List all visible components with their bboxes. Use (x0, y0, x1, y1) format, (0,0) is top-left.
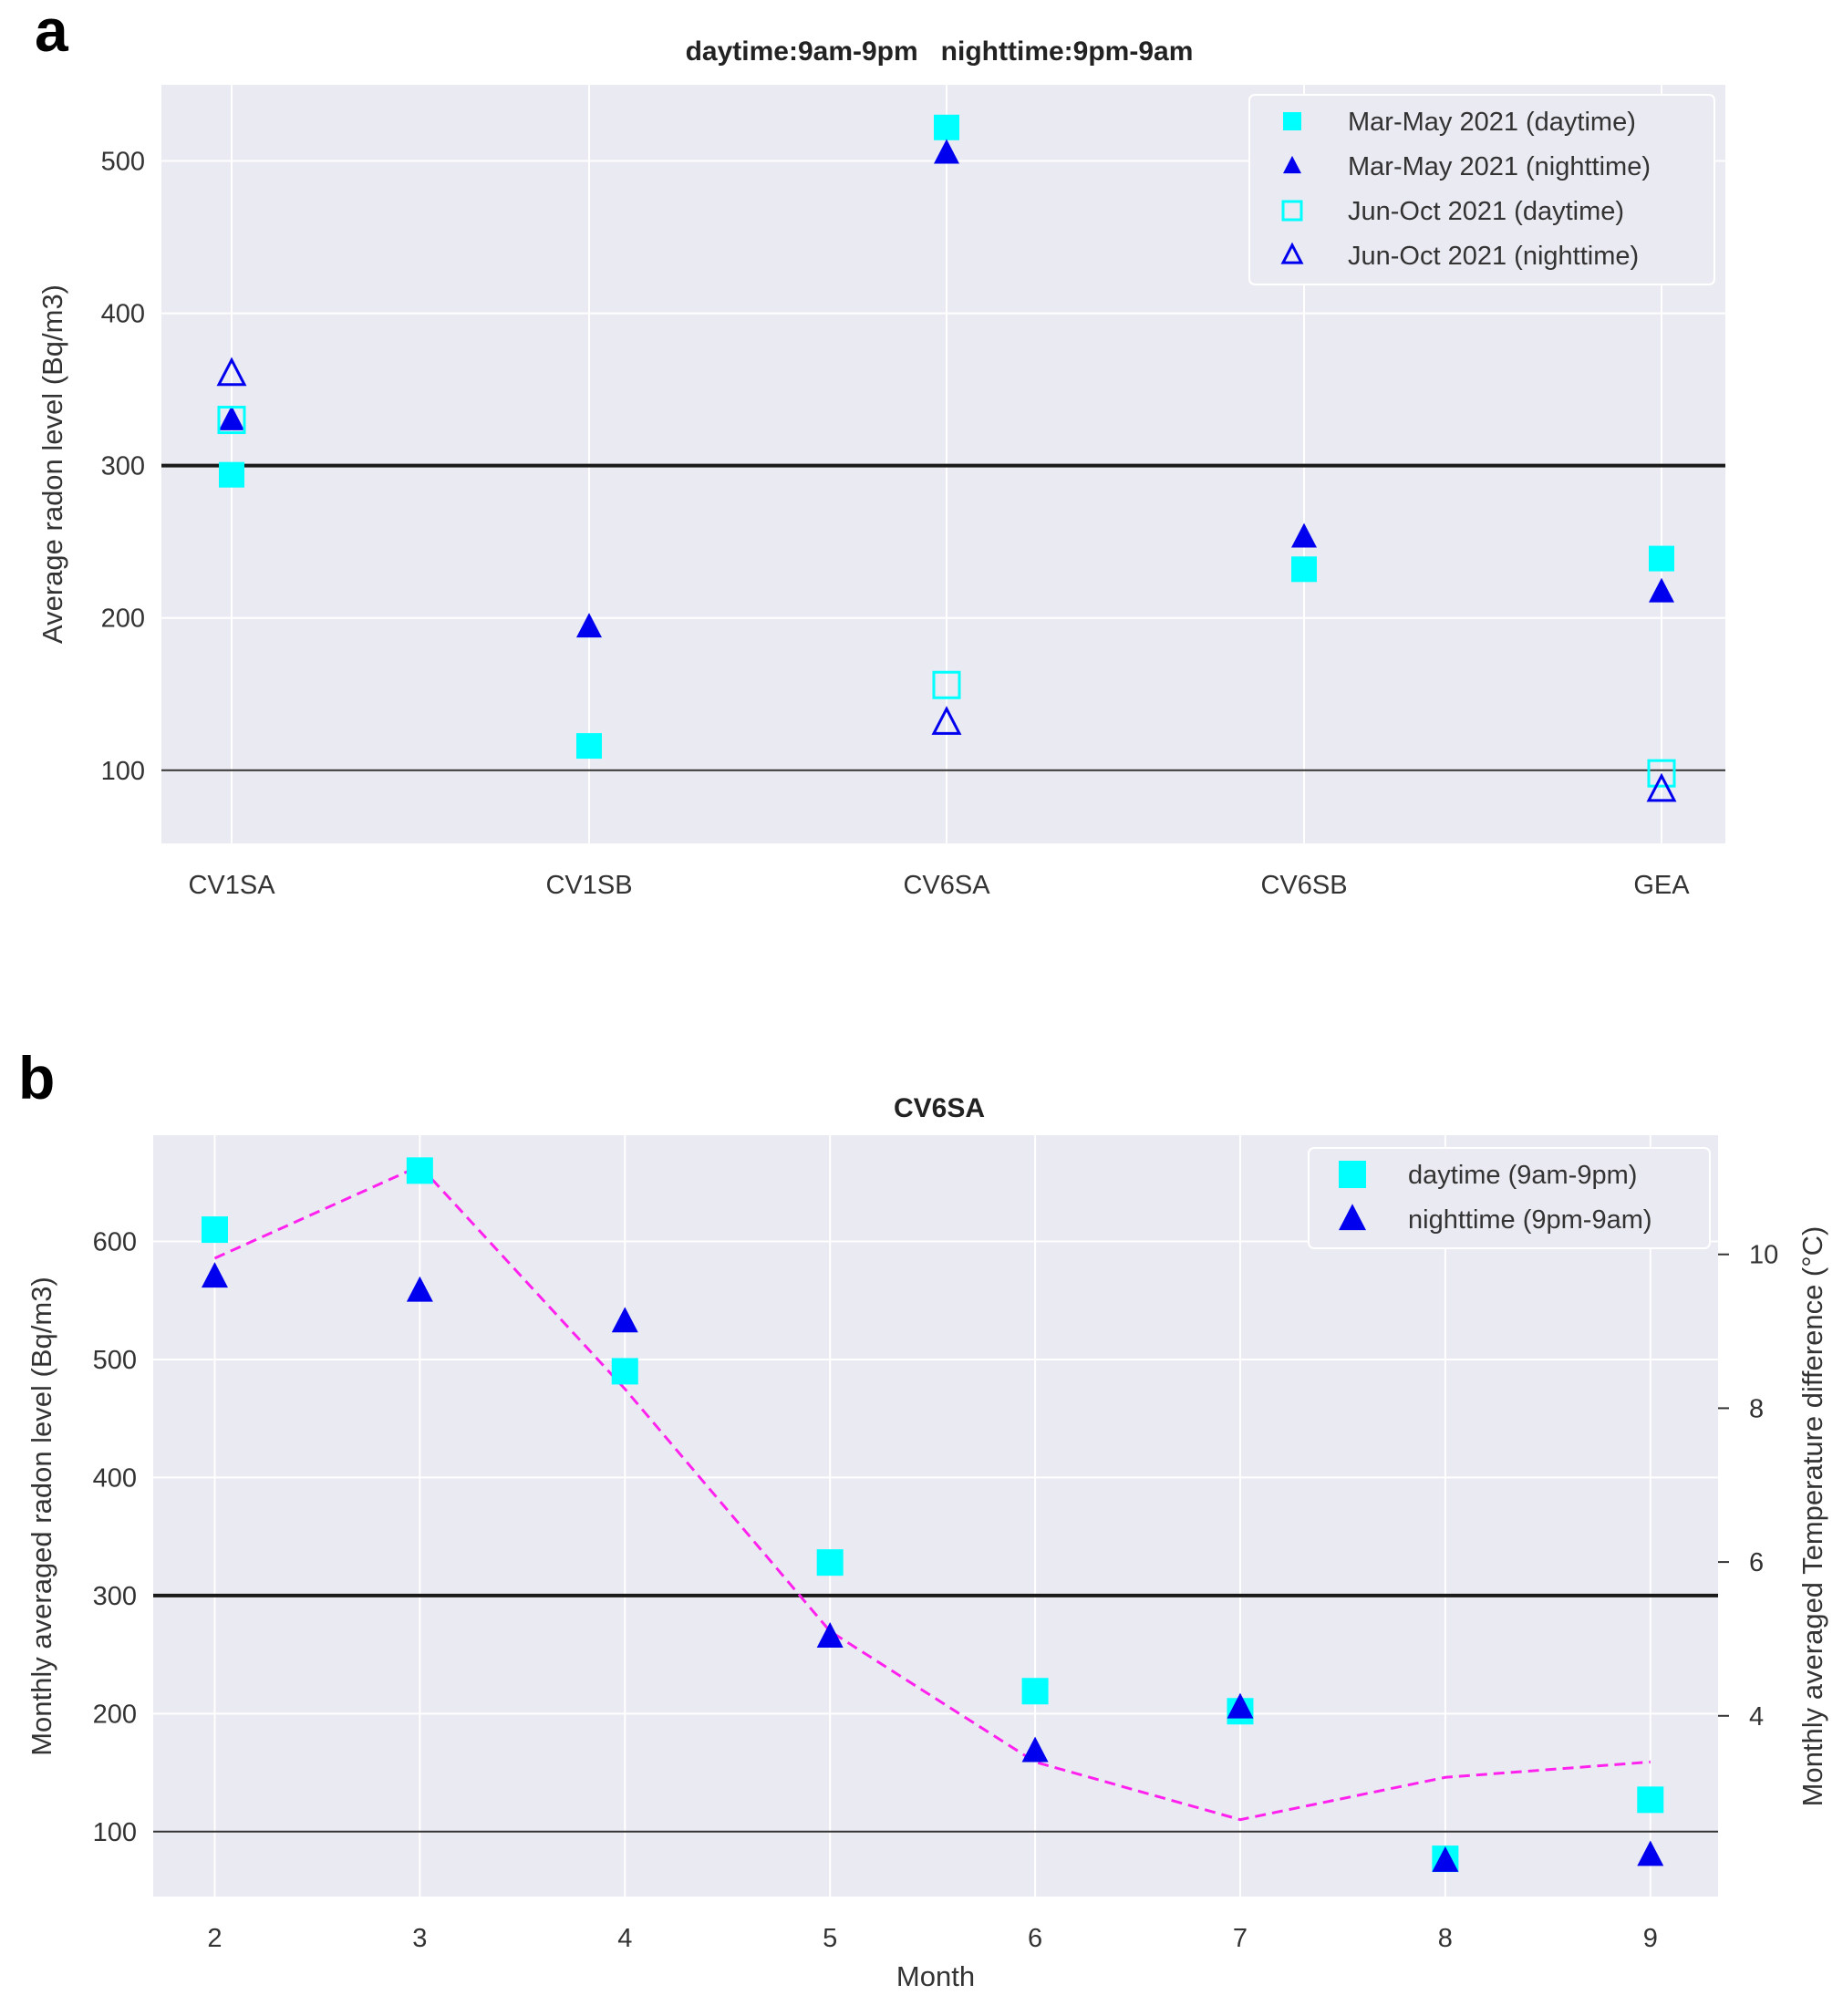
marker-daytime-9am-9pm-month-3 (406, 1157, 433, 1184)
right-y-tick-label-10: 10 (1749, 1241, 1778, 1270)
marker-jun-oct-2021-nighttime-cv6sa (931, 706, 962, 735)
legend-label-jun-oct-2021-daytime: Jun-Oct 2021 (daytime) (1348, 197, 1624, 226)
legend-label-mar-may-2021-nighttime: Mar-May 2021 (nighttime) (1348, 152, 1651, 181)
marker-mar-may-2021-daytime-cv1sb (576, 733, 602, 760)
marker-mar-may-2021-nighttime-gea (1649, 577, 1674, 603)
y-tick-label-300: 300 (101, 452, 145, 481)
panel-a-legend: Mar-May 2021 (daytime) Mar-May 2021 (nigh… (1248, 94, 1715, 285)
x-tick-label-6: 6 (1028, 1924, 1042, 1953)
panel-b-right-y-ticks: 4 6 8 10 (1718, 1241, 1778, 1732)
panel-a-letter: a (35, 0, 69, 64)
panel-a-y-ticks: 100 200 300 400 500 (101, 148, 145, 786)
y-tick-label-200: 200 (93, 1700, 137, 1729)
y-tick-label-200: 200 (101, 605, 145, 634)
panel-b: b CV6SA 100 200 300 400 500 600 4 6 8 10 2 3 4 5 6 7 8… (18, 1044, 1828, 1992)
x-tick-label-9: 9 (1643, 1924, 1658, 1953)
marker-nighttime-9pm-9am-month-4 (611, 1307, 638, 1333)
marker-mar-may-2021-nighttime-cv1sa (219, 405, 244, 430)
legend-marker-mar-may-2021-nighttime (1283, 155, 1301, 174)
marker-mar-may-2021-nighttime-cv6sa (934, 139, 959, 164)
marker-nighttime-9pm-9am-month-3 (406, 1276, 433, 1302)
marker-mar-may-2021-daytime-cv1sa (219, 461, 244, 488)
right-y-tick-label-8: 8 (1749, 1394, 1764, 1423)
panel-a-reference-lines (161, 463, 1725, 771)
marker-nighttime-9pm-9am-month-6 (1021, 1736, 1049, 1763)
marker-daytime-9am-9pm-month-6 (1021, 1678, 1049, 1705)
panel-b-legend: daytime (9am-9pm) nighttime (9pm-9am) (1308, 1147, 1711, 1249)
panel-b-y-axis-label: Monthly averaged radon level (Bq/m3) (26, 1277, 57, 1756)
right-y-tick-label-4: 4 (1749, 1702, 1764, 1732)
y-tick-label-600: 600 (93, 1228, 137, 1257)
x-tick-label-cv1sb: CV1SB (545, 871, 632, 900)
legend-marker-jun-oct-2021-daytime (1281, 200, 1303, 222)
x-tick-label-cv6sa: CV6SA (903, 871, 990, 900)
marker-jun-oct-2021-nighttime-gea (1646, 772, 1677, 802)
marker-nighttime-9pm-9am-month-9 (1637, 1840, 1664, 1866)
panel-b-y-ticks: 100 200 300 400 500 600 (93, 1228, 137, 1847)
x-tick-label-8: 8 (1438, 1924, 1453, 1953)
legend-label-daytime-9am-9pm: daytime (9am-9pm) (1408, 1161, 1637, 1190)
panel-a-y-axis-label: Average radon level (Bq/m3) (36, 284, 68, 644)
x-tick-label-gea: GEA (1633, 871, 1690, 900)
marker-nighttime-9pm-9am-month-2 (201, 1262, 228, 1288)
marker-daytime-9am-9pm-month-9 (1637, 1786, 1664, 1814)
marker-mar-may-2021-daytime-cv6sb (1291, 556, 1317, 583)
marker-jun-oct-2021-daytime-cv6sa (932, 670, 961, 699)
y-tick-label-500: 500 (101, 148, 145, 177)
y-tick-label-400: 400 (93, 1463, 137, 1493)
temperature-difference-line (213, 1163, 1651, 1822)
panel-b-temperature-line (213, 1163, 1651, 1822)
panel-b-x-axis-label: Month (896, 1960, 975, 1992)
y-tick-label-100: 100 (93, 1818, 137, 1847)
x-tick-label-5: 5 (823, 1924, 837, 1953)
right-y-tick-label-6: 6 (1749, 1548, 1764, 1577)
legend-marker-jun-oct-2021-nighttime (1280, 242, 1304, 264)
panel-a: a daytime:9am-9pm nighttime:9pm-9am 100 2… (35, 0, 1725, 900)
legend-label-mar-may-2021-daytime: Mar-May 2021 (daytime) (1348, 108, 1636, 137)
marker-daytime-9am-9pm-month-5 (816, 1549, 844, 1577)
y-tick-label-400: 400 (101, 300, 145, 329)
panel-a-legend-frame (1248, 94, 1715, 285)
panel-b-markers (201, 1157, 1664, 1873)
marker-daytime-9am-9pm-month-4 (611, 1358, 638, 1385)
panel-b-legend-frame (1308, 1147, 1711, 1249)
marker-nighttime-9pm-9am-month-7 (1227, 1692, 1254, 1719)
panel-a-x-ticks: CV1SA CV1SB CV6SA CV6SB GEA (188, 871, 1690, 900)
legend-marker-mar-may-2021-daytime (1283, 112, 1301, 130)
legend-marker-nighttime-9pm-9am (1339, 1204, 1366, 1231)
marker-jun-oct-2021-daytime-gea (1647, 759, 1676, 788)
marker-mar-may-2021-nighttime-cv6sb (1291, 522, 1317, 548)
panel-a-title: daytime:9am-9pm nighttime:9pm-9am (686, 36, 1194, 67)
marker-jun-oct-2021-nighttime-cv1sa (216, 357, 247, 387)
legend-label-jun-oct-2021-nighttime: Jun-Oct 2021 (nighttime) (1348, 242, 1639, 271)
marker-nighttime-9pm-9am-month-5 (816, 1622, 844, 1648)
legend-marker-daytime-9am-9pm (1339, 1161, 1366, 1188)
marker-mar-may-2021-daytime-gea (1649, 545, 1674, 572)
panel-b-plot-area (153, 1135, 1718, 1897)
y-tick-label-100: 100 (101, 757, 145, 786)
panel-b-letter: b (18, 1044, 55, 1111)
x-tick-label-cv1sa: CV1SA (188, 871, 275, 900)
x-tick-label-7: 7 (1233, 1924, 1248, 1953)
y-tick-label-300: 300 (93, 1582, 137, 1611)
panel-a-markers (216, 114, 1677, 802)
x-tick-label-3: 3 (412, 1924, 427, 1953)
marker-mar-may-2021-daytime-cv6sa (934, 114, 959, 140)
legend-label-nighttime-9pm-9am: nighttime (9pm-9am) (1408, 1205, 1652, 1235)
marker-nighttime-9pm-9am-month-8 (1432, 1845, 1459, 1872)
x-tick-label-4: 4 (617, 1924, 632, 1953)
panel-b-reference-lines (153, 1593, 1718, 1833)
panel-b-right-y-axis-label: Monthly averaged Temperature difference … (1796, 1226, 1828, 1807)
panel-b-title: CV6SA (894, 1093, 985, 1123)
marker-daytime-9am-9pm-month-2 (201, 1216, 228, 1244)
x-tick-label-cv6sb: CV6SB (1260, 871, 1347, 900)
panel-b-x-ticks: 2 3 4 5 6 7 8 9 (207, 1924, 1657, 1953)
marker-jun-oct-2021-daytime-cv1sa (217, 406, 246, 435)
x-tick-label-2: 2 (207, 1924, 222, 1953)
y-tick-label-500: 500 (93, 1346, 137, 1375)
marker-mar-may-2021-nighttime-cv1sb (576, 613, 602, 638)
